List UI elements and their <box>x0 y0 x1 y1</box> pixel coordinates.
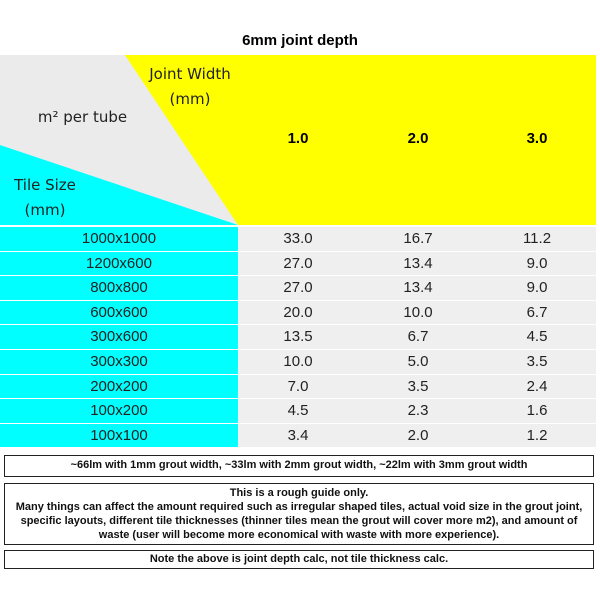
row-header-bg <box>0 227 238 251</box>
tile-size: 600x600 <box>90 303 148 321</box>
row-header-bg <box>0 276 238 300</box>
row-header-bg <box>0 251 238 276</box>
row-header-bg <box>0 399 238 423</box>
coverage-value: 3.5 <box>526 353 548 370</box>
coverage-value: 13.4 <box>403 279 433 297</box>
label-line: Tile Size <box>14 176 76 194</box>
coverage-value: 2.3 <box>407 402 429 420</box>
coverage-value: 16.7 <box>403 230 433 247</box>
row-bg <box>238 276 596 300</box>
coverage-value: 3.5 <box>407 377 429 395</box>
row-bg <box>238 423 596 448</box>
row-bg <box>238 325 596 349</box>
coverage-value: 10.0 <box>403 303 433 321</box>
coverage-value: 6.7 <box>526 303 548 321</box>
guide-body: Many things can affect the amount requir… <box>15 501 583 541</box>
row-header-bg <box>0 374 238 399</box>
depth-note: Note the above is joint depth calc, not … <box>4 550 594 569</box>
row-bg <box>238 227 596 251</box>
coverage-value: 27.0 <box>283 279 313 297</box>
column-header: 3.0 <box>526 130 548 147</box>
row-header-bg <box>0 325 238 349</box>
tile-size: 1000x1000 <box>81 230 157 247</box>
coverage-value: 27.0 <box>283 254 313 272</box>
tile-size: 100x200 <box>90 402 148 420</box>
title: 6mm joint depth <box>242 32 358 49</box>
coverage-value: 1.2 <box>526 426 548 444</box>
coverage-value: 6.7 <box>407 328 429 346</box>
row-header-bg <box>0 423 238 448</box>
tile-size: 300x300 <box>90 353 148 370</box>
row-bg <box>238 350 596 374</box>
coverage-value: 9.0 <box>526 254 548 272</box>
coverage-note: ~66lm with 1mm grout width, ~33lm with 2… <box>4 455 594 477</box>
row-header-bg <box>0 300 238 325</box>
coverage-value: 33.0 <box>283 230 313 247</box>
row-header-bg <box>0 350 238 374</box>
coverage-value: 5.0 <box>407 353 429 370</box>
coverage-value: 9.0 <box>526 279 548 297</box>
coverage-value: 7.0 <box>287 377 309 395</box>
tile-size: 800x800 <box>90 279 148 297</box>
coverage-value: 3.4 <box>287 426 309 444</box>
coverage-value: 13.4 <box>403 254 433 272</box>
coverage-value: 11.2 <box>522 230 552 247</box>
guide-title: This is a rough guide only. <box>229 487 369 499</box>
label-line: Joint Width <box>149 65 231 83</box>
tile-size: 300x600 <box>90 328 148 346</box>
coverage-value: 10.0 <box>283 353 313 370</box>
corner-cyan <box>0 145 238 225</box>
joint-width-label: Joint Width (mm) <box>140 62 240 112</box>
coverage-value: 4.5 <box>526 328 548 346</box>
row-bg <box>238 251 596 276</box>
label-line: (mm) <box>24 201 66 219</box>
coverage-value: 1.6 <box>526 402 548 420</box>
coverage-value: 2.0 <box>407 426 429 444</box>
row-bg <box>238 300 596 325</box>
tile-size: 200x200 <box>90 377 148 395</box>
tile-size: 100x100 <box>90 426 148 444</box>
per-tube-label: m² per tube <box>37 108 128 126</box>
row-bg <box>238 374 596 399</box>
tile-size-label: Tile Size (mm) <box>0 173 90 223</box>
column-header: 2.0 <box>407 130 429 147</box>
coverage-value: 2.4 <box>526 377 548 395</box>
tile-size: 1200x600 <box>86 254 152 272</box>
label-line: (mm) <box>169 90 211 108</box>
header-background <box>0 55 596 225</box>
coverage-value: 13.5 <box>283 328 313 346</box>
header-row <box>238 55 596 225</box>
row-bg <box>238 399 596 423</box>
guide-note: This is a rough guide only. Many things … <box>4 483 594 545</box>
column-header: 1.0 <box>287 130 309 147</box>
coverage-value: 20.0 <box>283 303 313 321</box>
corner-yellow <box>125 55 238 225</box>
coverage-value: 4.5 <box>287 402 309 420</box>
